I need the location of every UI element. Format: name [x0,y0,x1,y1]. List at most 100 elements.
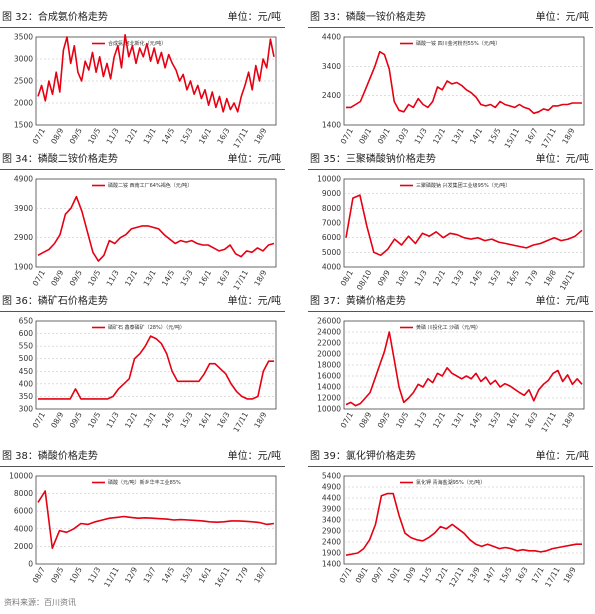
x-tick-label: 08/9 [49,268,65,287]
x-tick-label: 15/11 [503,126,522,149]
y-tick-label: 10000 [9,472,33,481]
panel-header: 图 37：黄磷价格走势 单位：元/吨 [308,294,593,312]
panel-header: 图 34：磷酸二铵价格走势 单位：元/吨 [0,152,285,170]
x-tick-label: 08/1 [357,126,373,145]
y-tick-label: 8000 [14,489,33,498]
x-tick-label: 07/1 [31,268,47,287]
y-tick-label: 500 [19,354,34,363]
unit-label: 单位：元/吨 [535,451,589,462]
x-tick-label: 18/9 [560,410,576,429]
x-tick-label: 15/3 [178,126,194,145]
x-tick-label: 09/7 [370,565,386,584]
y-tick-label: 4400 [322,494,341,503]
legend-label: 黄磷 川投化工 沙磷（元/吨） [416,324,481,331]
x-tick-label: 09/5 [68,126,84,145]
x-tick-label: 14/1 [468,126,484,145]
x-tick-label: 16/3 [215,410,231,429]
y-tick-label: 7000 [322,219,341,228]
unit-label: 单位：元/吨 [227,154,281,165]
x-tick-label: 14/7 [482,565,498,584]
x-tick-label: 17/9 [523,268,539,287]
y-tick-label: 4900 [322,483,341,492]
x-tick-label: 15/5 [498,565,514,584]
x-tick-label: 10/1 [386,565,402,584]
y-tick-label: 20000 [317,350,341,359]
chart-panel-yellow-phosphorus: 图 37：黄磷价格走势 单位：元/吨 10000 12000 14000 16000 1… [308,294,593,439]
y-tick-label: 3000 [14,55,33,64]
y-tick-label: 24000 [317,328,341,337]
y-tick-label: 5000 [322,248,341,257]
y-tick-label: 550 [19,342,34,351]
x-tick-label: 09/9 [376,268,392,287]
x-tick-label: 09/5 [376,410,392,429]
y-tick-label: 6000 [14,507,33,516]
chart-title: 图 34：磷酸二铵价格走势 [2,154,118,165]
y-tick-label: 400 [19,379,34,388]
x-tick-label: 15/3 [486,268,502,287]
x-tick-label: 16/5 [505,268,521,287]
x-tick-label: 08/9 [357,410,373,429]
x-tick-label: 16/7 [523,126,539,145]
x-tick-label: 17/1 [530,565,546,584]
x-tick-label: 08/10 [355,268,374,291]
x-tick-label: 18/8 [542,268,558,287]
y-tick-label: 22000 [317,339,341,348]
x-tick-label: 12/1 [431,410,447,429]
series-line [38,335,274,400]
line-chart-ammonia: 1500 2000 2500 3000 3500 07/1 08/9 09/5 10/5 11/3… [14,33,277,150]
x-tick-label: 18/9 [562,565,578,584]
chart-panel-ammonia: 图 32：合成氨价格走势 单位：元/吨 1500 2000 2500 3000 3500… [0,10,285,155]
x-tick-label: 15/3 [178,410,194,429]
x-tick-label: 10/9 [402,565,418,584]
x-tick-label: 13/1 [142,126,158,145]
x-tick-label: 07/1 [31,126,47,145]
x-tick-label: 10/5 [86,126,102,145]
series-line [346,50,582,115]
y-tick-label: 26000 [317,317,341,326]
x-tick-label: 11/3 [413,268,429,287]
y-tick-label: 300 [19,405,34,414]
y-tick-label: 2500 [14,77,33,86]
x-tick-label: 12/1 [123,268,139,287]
y-tick-label: 3400 [322,516,341,525]
x-tick-label: 18/9 [252,268,268,287]
line-chart-phosphate-rock: 300 350 400 450 500 550 600 650 07/1 08/9 09/5 10/5… [19,317,277,434]
x-tick-label: 10/5 [394,268,410,287]
x-tick-label: 17/9 [234,565,250,584]
x-tick-label: 10/5 [86,410,102,429]
unit-label: 单位：元/吨 [227,296,281,307]
y-tick-label: 4900 [14,175,33,184]
unit-label: 单位：元/吨 [535,154,589,165]
y-tick-label: 2400 [322,91,341,100]
series-line [37,34,275,113]
x-tick-label: 16/1 [197,565,213,584]
legend-label: 磷酸一铵 四川金河粉剂55%（元/吨） [416,40,500,47]
source-note: 资料来源：百川资讯 [4,598,76,607]
x-tick-label: 12/1 [123,410,139,429]
x-tick-label: 13/1 [142,410,158,429]
x-tick-label: 12/11 [447,565,466,588]
y-tick-label: 3900 [322,505,341,514]
series-line [345,331,583,407]
x-tick-label: 14/5 [160,565,176,584]
y-tick-label: 8000 [322,204,341,213]
series-line [345,492,582,556]
x-tick-label: 10/5 [68,565,84,584]
unit-label: 单位：元/吨 [535,296,589,307]
x-tick-label: 16/3 [215,126,231,145]
x-tick-label: 16/11 [213,565,232,588]
line-chart-phosphoric-acid: 0 2000 4000 6000 8000 10000 08/7 09/5 10/5 11/3 11… [9,472,277,589]
y-tick-label: 12000 [317,394,341,403]
x-tick-label: 11/3 [105,268,121,287]
x-tick-label: 07/1 [339,410,355,429]
y-tick-label: 3400 [322,62,341,71]
x-tick-label: 13/1 [142,268,158,287]
x-tick-label: 15/3 [178,565,194,584]
plot-area [35,320,277,410]
x-tick-label: 18/7 [252,565,268,584]
y-tick-label: 10000 [317,175,341,184]
chart-title: 图 35：三聚磷酸钠价格走势 [310,154,436,165]
x-tick-label: 15/3 [178,268,194,287]
x-tick-label: 09/5 [68,410,84,429]
y-tick-label: 2000 [14,542,33,551]
